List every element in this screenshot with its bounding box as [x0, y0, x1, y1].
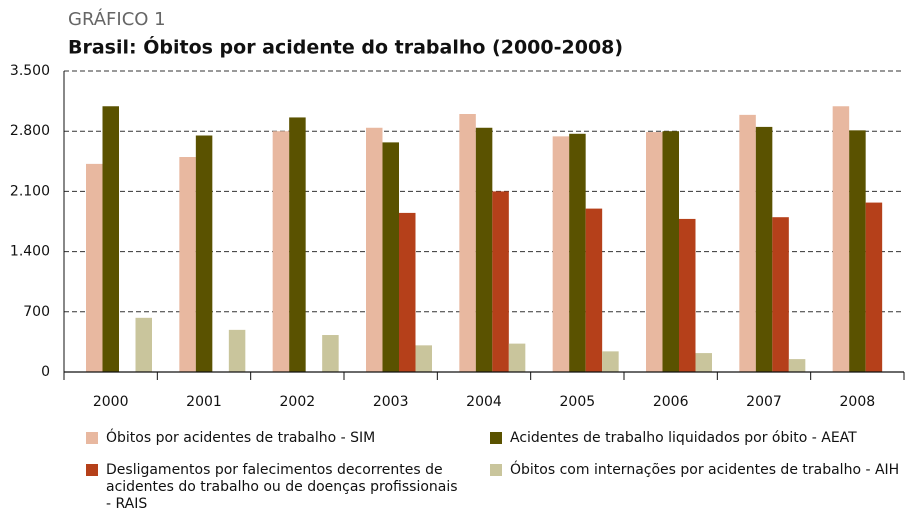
bar: [602, 351, 619, 372]
legend-label: Acidentes de trabalho liquidados por óbi…: [510, 430, 857, 446]
x-tick-label: 2008: [840, 394, 876, 410]
chart-title: Brasil: Óbitos por acidente do trabalho …: [68, 35, 623, 59]
bar: [382, 142, 399, 372]
bar: [415, 345, 432, 372]
bar: [135, 317, 152, 372]
x-tick-label: 2004: [466, 394, 502, 410]
bar: [739, 114, 756, 373]
bar: [399, 212, 416, 372]
x-tick-label: 2003: [373, 394, 409, 410]
chart: GRÁFICO 1 Brasil: Óbitos por acidente do…: [10, 8, 905, 410]
y-tick-label: 2.800: [10, 123, 50, 139]
bar: [755, 126, 773, 373]
legend-swatch: [490, 464, 502, 476]
legend-label: Óbitos por acidentes de trabalho - SIM: [106, 430, 376, 446]
bar: [772, 217, 789, 372]
bar: [272, 131, 290, 372]
bar: [569, 133, 586, 372]
bar: [788, 359, 806, 372]
y-tick-label: 3.500: [10, 63, 50, 79]
bar: [552, 136, 570, 372]
legend-item: Óbitos com internações por acidentes de …: [490, 462, 910, 479]
legend-label: Óbitos com internações por acidentes de …: [510, 462, 900, 478]
bar: [662, 131, 679, 372]
x-tick-label: 2007: [746, 394, 782, 410]
bar: [179, 157, 196, 372]
legend-item: Acidentes de trabalho liquidados por óbi…: [490, 430, 910, 447]
bar: [832, 106, 850, 372]
bar: [86, 163, 103, 372]
bar: [289, 117, 306, 372]
x-tick-label: 2002: [280, 394, 316, 410]
bar: [322, 335, 339, 372]
bar: [646, 132, 663, 372]
bar: [102, 106, 119, 372]
x-tick-label: 2006: [653, 394, 689, 410]
bar: [865, 202, 883, 372]
y-tick-label: 2.100: [10, 183, 50, 199]
bar: [679, 218, 696, 372]
y-tick-label: 0: [41, 364, 50, 380]
legend-item: Óbitos por acidentes de trabalho - SIM: [86, 430, 506, 447]
x-tick-label: 2005: [560, 394, 596, 410]
legend-swatch: [86, 432, 98, 444]
y-tick-label: 700: [23, 304, 50, 320]
bar: [228, 329, 246, 372]
bar: [195, 135, 213, 372]
legend-label: Desligamentos por falecimentos decorrent…: [106, 462, 458, 512]
figure-label: GRÁFICO 1: [68, 8, 166, 30]
x-tick-label: 2001: [186, 394, 222, 410]
legend-item: Desligamentos por falecimentos decorrent…: [86, 462, 466, 513]
bar: [492, 191, 509, 372]
legend: Óbitos por acidentes de trabalho - SIM Ac…: [0, 424, 918, 518]
bar: [475, 127, 493, 372]
x-tick-label: 2000: [93, 394, 129, 410]
bar: [508, 343, 526, 372]
bar: [585, 208, 603, 372]
legend-swatch: [86, 464, 98, 476]
bar: [695, 353, 712, 372]
y-tick-label: 1.400: [10, 244, 50, 260]
bar: [849, 130, 866, 372]
bar: [366, 127, 383, 372]
legend-swatch: [490, 432, 502, 444]
bar: [459, 114, 476, 372]
